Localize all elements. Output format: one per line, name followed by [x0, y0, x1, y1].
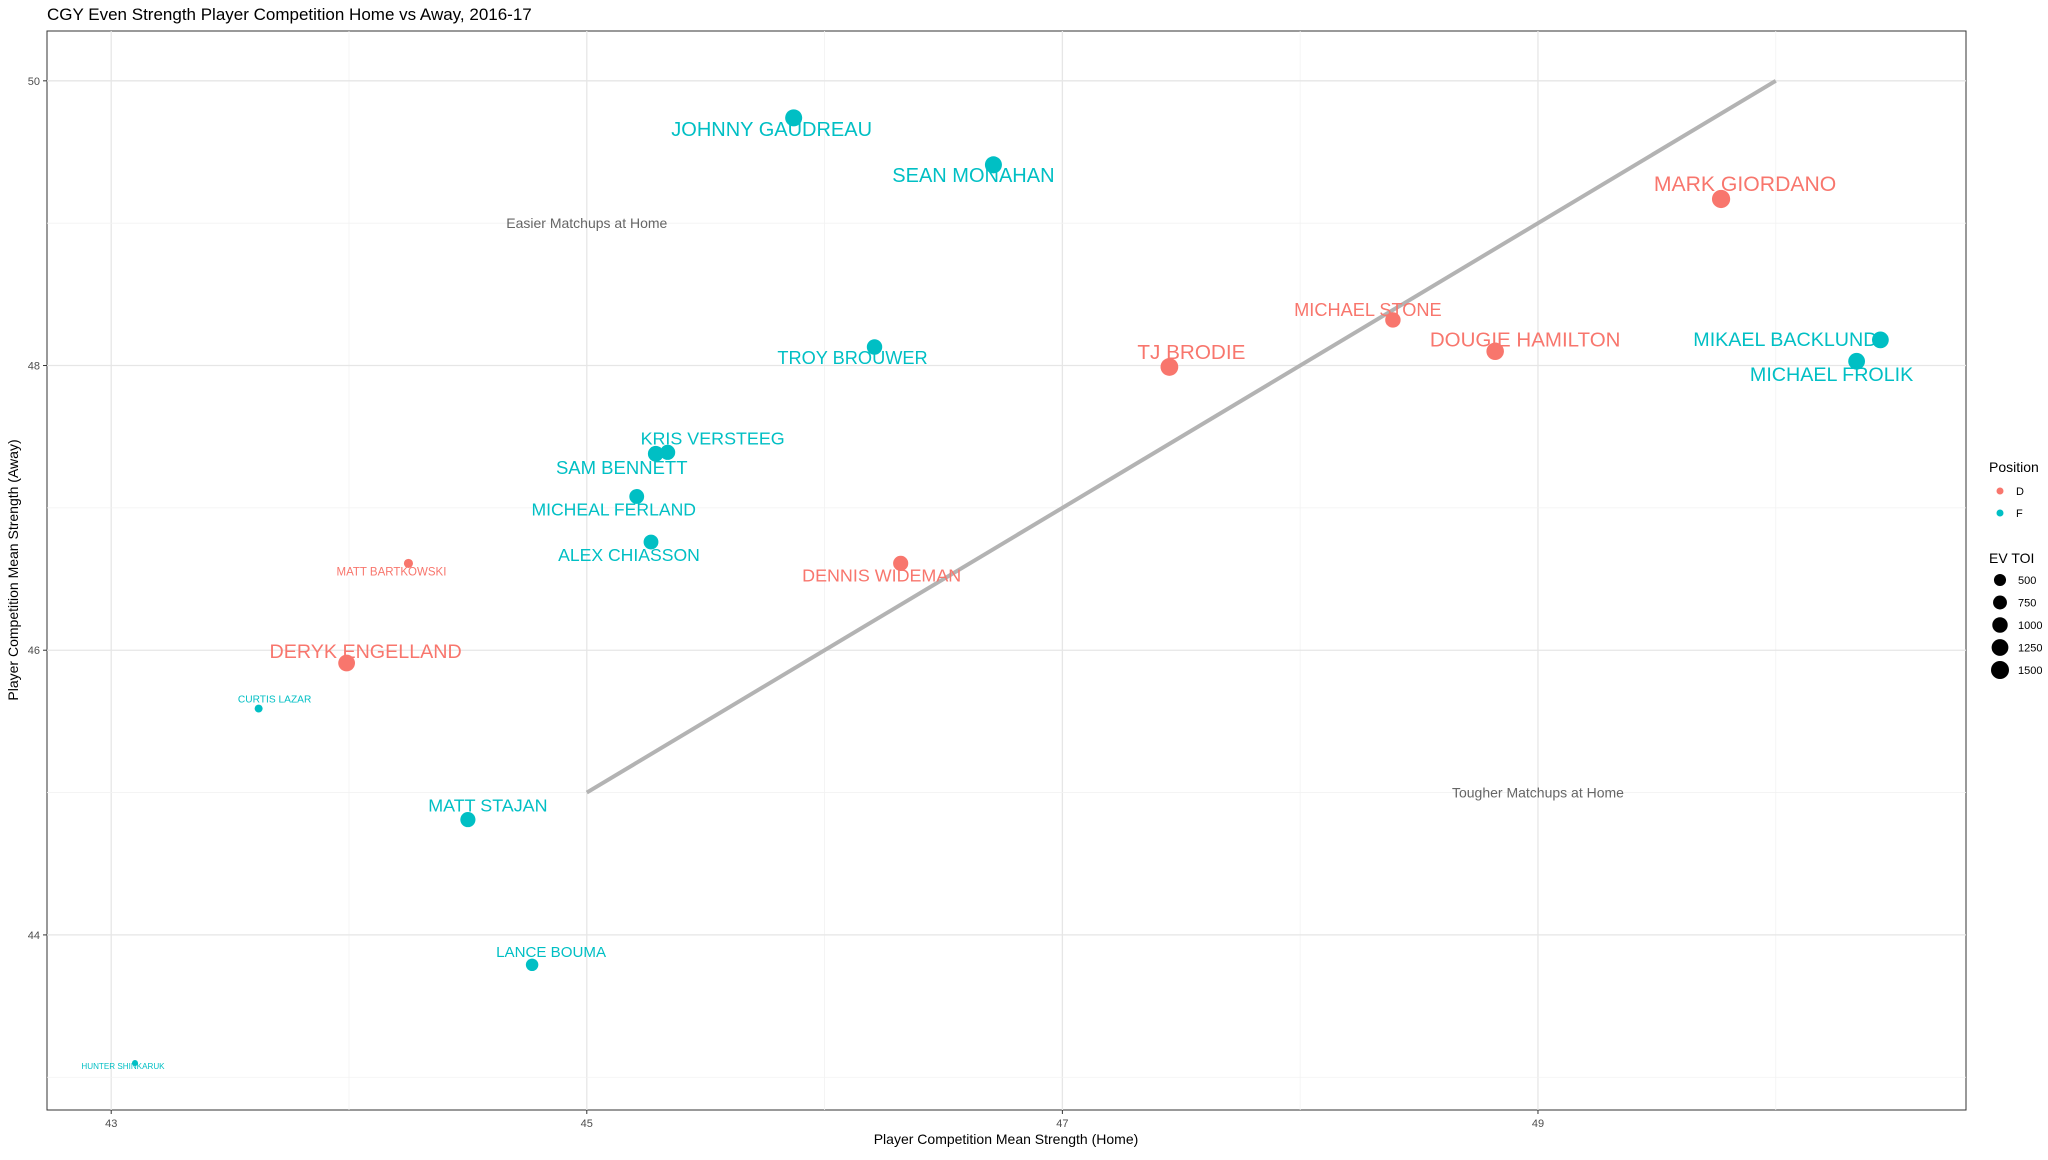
point-label: JOHNNY GAUDREAU [671, 119, 872, 141]
legend-size-key [1993, 595, 2007, 610]
point-label: MICHEAL FERLAND [531, 499, 696, 519]
point-label: MATT STAJAN [428, 796, 547, 816]
point-label: KRIS VERSTEEG [641, 428, 785, 448]
x-tick-label: 47 [1056, 1118, 1068, 1130]
point-label: MIKAEL BACKLUND [1693, 329, 1877, 351]
data-point [403, 558, 414, 568]
data-point [629, 489, 645, 504]
annotation: Tougher Matchups at Home [1452, 785, 1624, 801]
legend-size-key [1992, 617, 2008, 633]
y-axis-label: Player Competition Mean Strength (Away) [5, 439, 21, 700]
data-point [647, 445, 664, 462]
x-tick-label: 43 [105, 1118, 117, 1130]
legend-size-label: 1500 [2018, 665, 2042, 677]
data-point [131, 1060, 138, 1067]
point-label: HUNTER SHINKARUK [81, 1062, 165, 1071]
data-point [660, 444, 676, 460]
legend-position-label: F [2016, 508, 2023, 520]
point-label: SAM BENNETT [556, 457, 688, 478]
legend-size-key [1993, 573, 2007, 587]
legend-size-label: 750 [2018, 598, 2036, 610]
y-tick-label: 44 [28, 930, 40, 942]
x-tick-label: 45 [581, 1118, 593, 1130]
legend-size-key [1991, 639, 2009, 656]
data-point [866, 339, 883, 355]
y-tick-label: 46 [28, 645, 40, 657]
point-label: DERYK ENGELLAND [270, 641, 462, 663]
legend-position-title: Position [1989, 459, 2039, 475]
plot-panel [46, 30, 1967, 1111]
legend-position-label: D [2016, 486, 2024, 498]
x-axis-label: Player Competition Mean Strength (Home) [874, 1131, 1139, 1147]
legend-size-label: 1250 [2018, 643, 2042, 655]
y-tick-label: 50 [28, 76, 40, 88]
legend-position-key [1996, 509, 2004, 517]
point-label: MARK GIORDANO [1654, 173, 1836, 196]
data-point [984, 156, 1002, 174]
point-label: ALEX CHIASSON [558, 545, 700, 565]
data-point [785, 109, 803, 127]
y-tick-label: 48 [28, 361, 40, 373]
data-point [254, 704, 263, 713]
data-point [525, 958, 539, 972]
point-label: CURTIS LAZAR [238, 695, 311, 706]
data-point [1385, 312, 1401, 328]
point-label: MICHAEL STONE [1294, 300, 1442, 320]
legend-size-title: EV TOI [1989, 550, 2034, 566]
data-point [1486, 342, 1504, 361]
point-label: SEAN MONAHAN [892, 165, 1054, 187]
data-point [893, 555, 909, 571]
point-label: TROY BROUWER [777, 348, 927, 368]
data-point [338, 654, 356, 672]
point-label: TJ BRODIE [1137, 341, 1245, 364]
point-label: DOUGIE HAMILTON [1430, 328, 1621, 351]
x-tick-label: 49 [1532, 1118, 1544, 1130]
point-label: LANCE BOUMA [496, 944, 607, 961]
data-point [460, 812, 476, 828]
legend-position-key [1996, 487, 2004, 495]
legend: Position DF EV TOI 500 750 1000 1250 1500 [1989, 459, 2042, 679]
chart-title: CGY Even Strength Player Competition Hom… [47, 5, 532, 24]
legend-size-label: 500 [2018, 575, 2036, 587]
reference-line [585, 79, 1777, 795]
annotation: Easier Matchups at Home [506, 215, 667, 231]
data-point [1711, 189, 1731, 209]
data-point [1848, 352, 1866, 370]
data-point [643, 534, 659, 550]
point-label: MATT BARTKOWSKI [336, 566, 446, 578]
point-label: DENNIS WIDEMAN [802, 565, 961, 585]
legend-size-label: 1000 [2018, 620, 2042, 632]
data-point [1872, 331, 1889, 349]
legend-size-key [1991, 661, 2009, 679]
data-point [1160, 358, 1179, 376]
point-label: MICHAEL FROLIK [1750, 364, 1913, 386]
